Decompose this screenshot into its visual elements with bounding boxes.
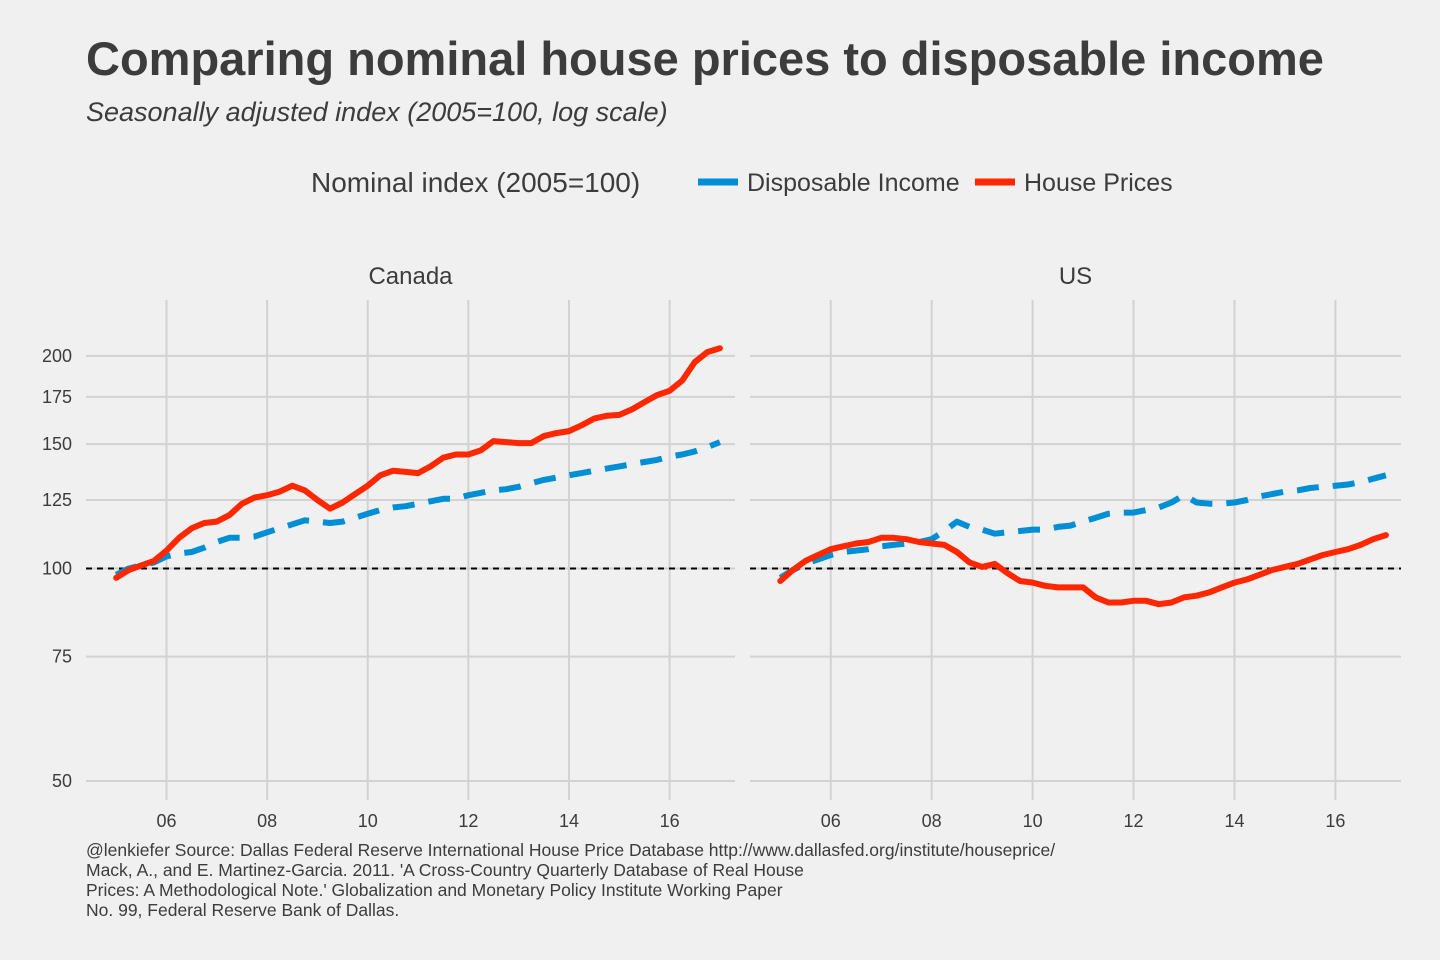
x-tick-label: 10 [1023,811,1043,831]
caption-line-1: @lenkiefer Source: Dallas Federal Reserv… [86,840,1055,860]
panel-us: US 06 08 10 12 14 16 [750,263,1401,831]
y-tick-label: 50 [52,771,72,791]
caption-line-4: No. 99, Federal Reserve Bank of Dallas. [86,900,399,920]
x-tick-label: 12 [458,811,478,831]
legend-label-house-prices: House Prices [1024,169,1173,197]
y-tick-label: 100 [42,558,72,578]
y-tick-label: 75 [52,647,72,667]
y-tick-label: 175 [42,387,72,407]
x-tick-label: 08 [257,811,277,831]
caption-line-2: Mack, A., and E. Martinez-Garcia. 2011. … [86,860,804,880]
legend-label-disposable-income: Disposable Income [747,169,960,197]
series-line-disposable-income-canada [114,439,722,578]
legend-title: Nominal index (2005=100) [311,167,640,198]
x-tick-label: 06 [821,811,841,831]
x-tick-label: 12 [1124,811,1144,831]
panel-title-us: US [1059,263,1092,290]
x-tick-label: 06 [156,811,176,831]
chart-subtitle: Seasonally adjusted index (2005=100, log… [86,97,668,127]
x-tick-label: 10 [358,811,378,831]
panel-title-canada: Canada [368,263,453,290]
caption-line-3: Prices: A Methodological Note.' Globaliz… [86,880,783,900]
series-line-house-prices-canada [113,345,723,581]
x-tick-label: 08 [922,811,942,831]
y-tick-label: 150 [42,434,72,454]
y-tick-label: 125 [42,490,72,510]
facet-panels: Canada 50 75 100 125 150 175 200 06 08 10 12 14 16 US 0… [42,263,1401,831]
legend: Nominal index (2005=100) Disposable Inco… [311,167,1173,198]
x-tick-label: 14 [559,811,579,831]
x-tick-label: 16 [1325,811,1345,831]
x-tick-label: 14 [1224,811,1244,831]
x-tick-label: 16 [660,811,680,831]
chart-title: Comparing nominal house prices to dispos… [86,32,1324,85]
caption: @lenkiefer Source: Dallas Federal Reserv… [86,840,1055,920]
y-tick-label: 200 [42,346,72,366]
series-line-house-prices-us [777,532,1389,608]
panel-canada: Canada 50 75 100 125 150 175 200 06 08 10 12 14 16 [42,263,735,831]
